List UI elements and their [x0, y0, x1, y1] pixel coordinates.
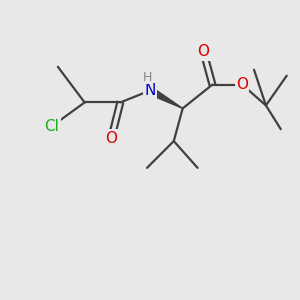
Text: O: O	[197, 44, 209, 59]
Text: N: N	[144, 83, 156, 98]
Text: Cl: Cl	[44, 119, 59, 134]
Text: H: H	[143, 71, 152, 84]
Text: O: O	[105, 130, 117, 146]
Text: O: O	[236, 77, 248, 92]
Polygon shape	[148, 87, 183, 108]
